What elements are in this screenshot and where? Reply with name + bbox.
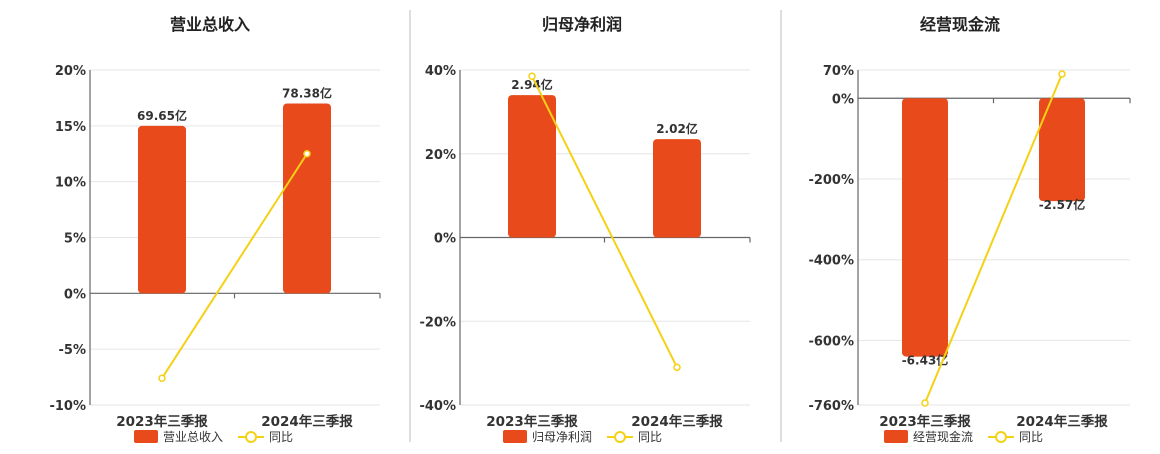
y-tick-label: 20% bbox=[425, 148, 456, 163]
y-tick-label: 0% bbox=[64, 287, 86, 302]
y-tick-label: 5% bbox=[64, 232, 86, 247]
chart-panel-2: 归母净利润 40% 20% 0% -20% -40% 2.94亿 2.02亿 2023年三季报 2… bbox=[419, 15, 751, 444]
y-tick-label: -20% bbox=[419, 315, 456, 330]
x-category-label: 2023年三季报 bbox=[879, 413, 971, 430]
bar bbox=[653, 139, 701, 238]
legend-bar-label: 归母净利润 bbox=[532, 430, 592, 444]
y-tick-label: -760% bbox=[808, 399, 854, 414]
bar bbox=[902, 98, 948, 357]
y-tick-label: -600% bbox=[808, 334, 854, 349]
x-category-label: 2024年三季报 bbox=[261, 413, 353, 430]
bar bbox=[138, 125, 186, 294]
legend-line-label: 同比 bbox=[1019, 430, 1043, 444]
yoy-line bbox=[924, 73, 1063, 404]
legend-line-label: 同比 bbox=[269, 430, 293, 444]
y-tick-label: -40% bbox=[419, 399, 456, 414]
y-tick-label: -10% bbox=[49, 399, 86, 414]
yoy-point bbox=[303, 150, 311, 158]
yoy-point bbox=[528, 72, 536, 81]
bar bbox=[508, 95, 556, 238]
chart-panel-3: 经营现金流 70% 0% -200% -400% -600% -760% -6.43亿 -2.5… bbox=[808, 15, 1131, 444]
y-tick-label: 15% bbox=[55, 120, 86, 135]
bar-data-label: 2.02亿 bbox=[656, 121, 698, 136]
y-tick-label: 40% bbox=[425, 64, 456, 79]
y-tick-label: -400% bbox=[808, 254, 854, 269]
y-tick-label: -200% bbox=[808, 173, 854, 188]
chart-panel-1: 营业总收入 20% 15% 10% 5% 0% -5% -10% 69.65亿 78.38亿 202… bbox=[49, 15, 381, 444]
bar bbox=[283, 103, 331, 294]
x-category-label: 2024年三季报 bbox=[1016, 413, 1108, 430]
bar-data-label: 69.65亿 bbox=[137, 108, 187, 123]
y-tick-label: -5% bbox=[59, 343, 86, 358]
y-tick-label: 20% bbox=[55, 64, 86, 79]
bar-data-label: -6.43亿 bbox=[902, 353, 949, 368]
legend-bar-swatch bbox=[884, 430, 908, 443]
legend-line-marker bbox=[614, 431, 626, 443]
chart-title: 经营现金流 bbox=[920, 15, 1000, 34]
chart-title: 营业总收入 bbox=[170, 15, 250, 34]
legend-bar-swatch bbox=[134, 430, 158, 443]
bar-data-label: -2.57亿 bbox=[1039, 197, 1086, 212]
legend-bar-label: 营业总收入 bbox=[163, 430, 223, 444]
bar-data-label: 2.94亿 bbox=[511, 77, 553, 92]
chart-title: 归母净利润 bbox=[542, 15, 622, 34]
yoy-point bbox=[1058, 70, 1066, 78]
bar-data-label: 78.38亿 bbox=[282, 86, 332, 101]
yoy-point bbox=[921, 399, 929, 407]
x-category-label: 2023年三季报 bbox=[116, 413, 208, 430]
x-category-label: 2024年三季报 bbox=[631, 413, 723, 430]
y-tick-label: 10% bbox=[55, 176, 86, 191]
bar bbox=[1039, 98, 1085, 202]
y-tick-label: 70% bbox=[823, 64, 854, 79]
legend-bar-swatch bbox=[503, 430, 527, 443]
legend-line-label: 同比 bbox=[638, 430, 662, 444]
legend-line-marker bbox=[995, 431, 1007, 443]
x-category-label: 2023年三季报 bbox=[486, 413, 578, 430]
y-tick-label: 0% bbox=[832, 92, 854, 107]
yoy-line bbox=[531, 75, 678, 368]
yoy-line bbox=[161, 153, 308, 379]
yoy-point bbox=[673, 363, 681, 372]
yoy-point bbox=[158, 374, 166, 382]
legend-bar-label: 经营现金流 bbox=[913, 429, 973, 444]
y-tick-label: 0% bbox=[434, 232, 456, 247]
legend-line-marker bbox=[245, 431, 257, 443]
